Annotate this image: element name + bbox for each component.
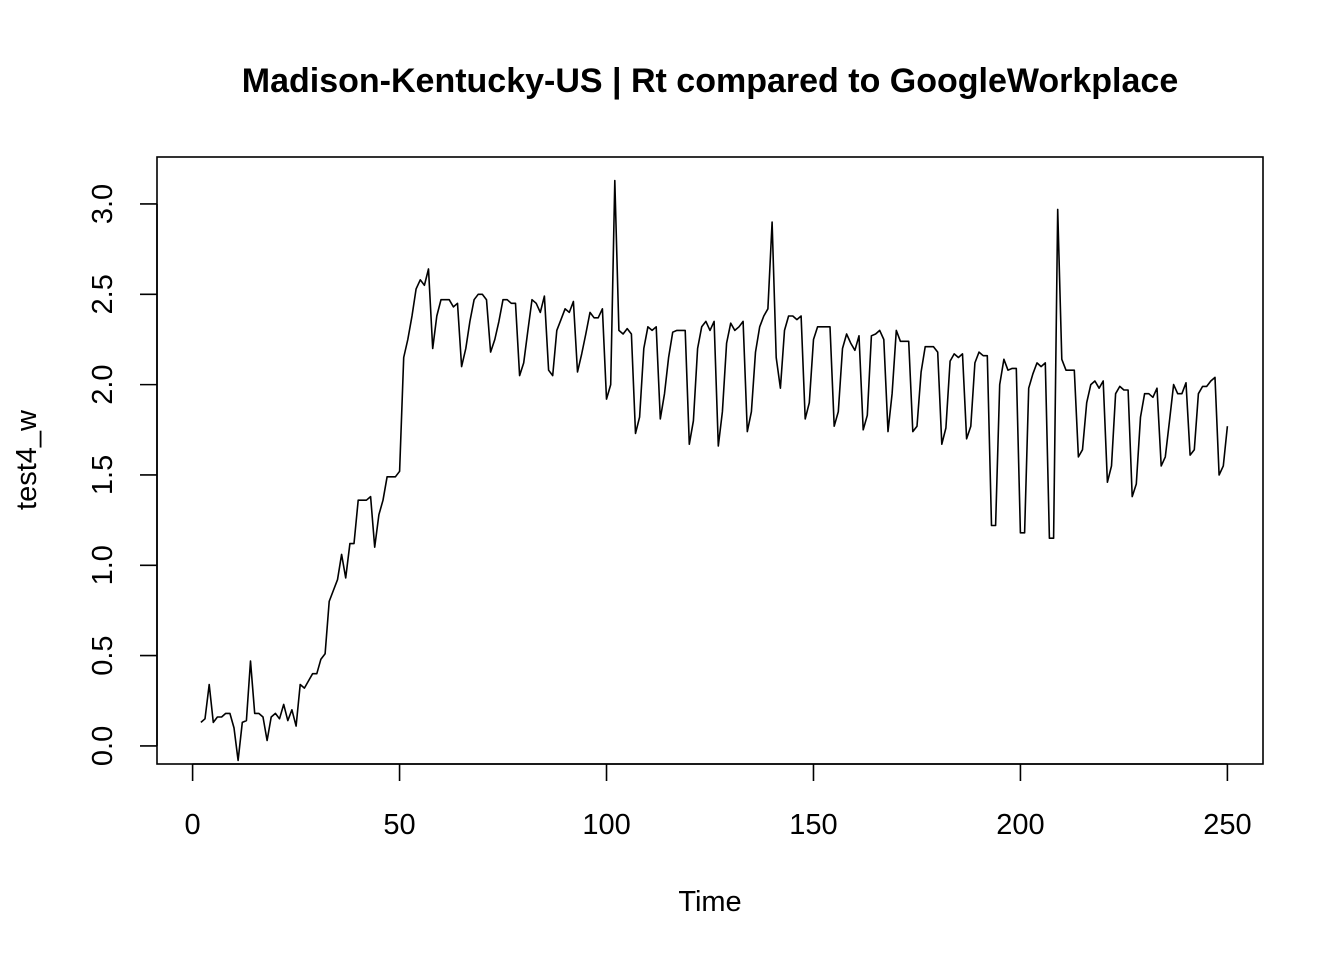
y-axis: 0.0 0.5 1.0 1.5 2.0 2.5 3.0	[87, 184, 158, 766]
x-tick-label: 250	[1203, 809, 1251, 841]
plot-frame	[156, 156, 1264, 765]
y-tick-label: 3.0	[87, 184, 119, 224]
chart-title: Madison-Kentucky-US | Rt compared to Goo…	[242, 62, 1178, 100]
x-tick-label: 100	[582, 809, 630, 841]
x-tick-label: 200	[996, 809, 1044, 841]
y-axis-label: test4_w	[11, 409, 43, 510]
x-tick-label: 50	[383, 809, 415, 841]
y-tick-label: 1.5	[87, 455, 119, 495]
x-axis-label: Time	[678, 886, 741, 918]
y-tick-label: 2.0	[87, 364, 119, 404]
x-tick-label: 0	[185, 809, 201, 841]
y-tick-label: 0.5	[87, 635, 119, 675]
x-axis: 0 50 100 150 200 250	[185, 763, 1252, 841]
series-line	[200, 179, 1229, 762]
y-tick-label: 2.5	[87, 274, 119, 314]
y-tick-label: 1.0	[87, 545, 119, 585]
x-tick-label: 150	[789, 809, 837, 841]
y-tick-label: 0.0	[87, 726, 119, 766]
